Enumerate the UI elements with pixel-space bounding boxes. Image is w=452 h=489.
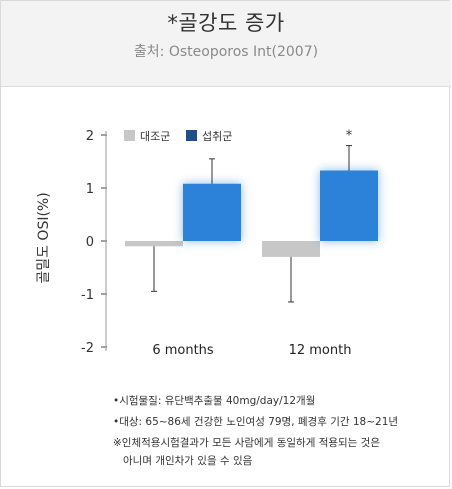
note-test-material: •시험물질: 유단백추출물 40mg/day/12개월 [113,395,316,407]
y-tick-label: 1 [86,182,94,197]
significance-mark: * [346,129,353,144]
y-tick-label: 2 [86,129,94,144]
legend-swatch-intake [186,130,197,141]
page-title: *골강도 증가 [167,11,285,35]
y-axis: 2 1 0 -1 -2 [81,129,107,356]
y-tick-label: 0 [86,235,94,250]
legend-label-control: 대조군 [140,130,170,143]
header: *골강도 증가 출처: Osteoporos Int(2007) [1,1,451,87]
legend: 대조군 섭취군 [124,130,232,143]
bar [320,170,378,241]
note-disclaimer-cont: 아니며 개인차가 있을 수 있음 [123,455,253,467]
legend-label-intake: 섭취군 [202,130,232,143]
note-subjects: •대상: 65~86세 건강한 노인여성 79명, 폐경후 기간 18~21년 [113,416,399,428]
bar [262,241,320,257]
y-tick-label: -1 [81,288,94,303]
y-axis-label: 골밀도 OSI(%) [36,192,52,283]
bars: * [125,129,378,303]
notes: •시험물질: 유단백추출물 40mg/day/12개월 •대상: 65~86세 … [113,391,398,472]
y-tick-label: -2 [81,341,94,356]
bar [125,241,183,247]
note-disclaimer: ※인체적용시험결과가 모든 사람에게 동일하게 적용되는 것은 [113,437,380,449]
x-axis: 6 months 12 month [152,343,351,358]
x-tick-label: 12 month [289,343,352,358]
x-tick-label: 6 months [152,343,214,358]
bar [183,183,241,241]
legend-swatch-control [124,130,135,141]
source-subtitle: 출처: Osteoporos Int(2007) [133,44,319,60]
bar-chart: 골밀도 OSI(%) 2 1 0 -1 -2 * 6 months 12 month 대조… [36,129,378,358]
